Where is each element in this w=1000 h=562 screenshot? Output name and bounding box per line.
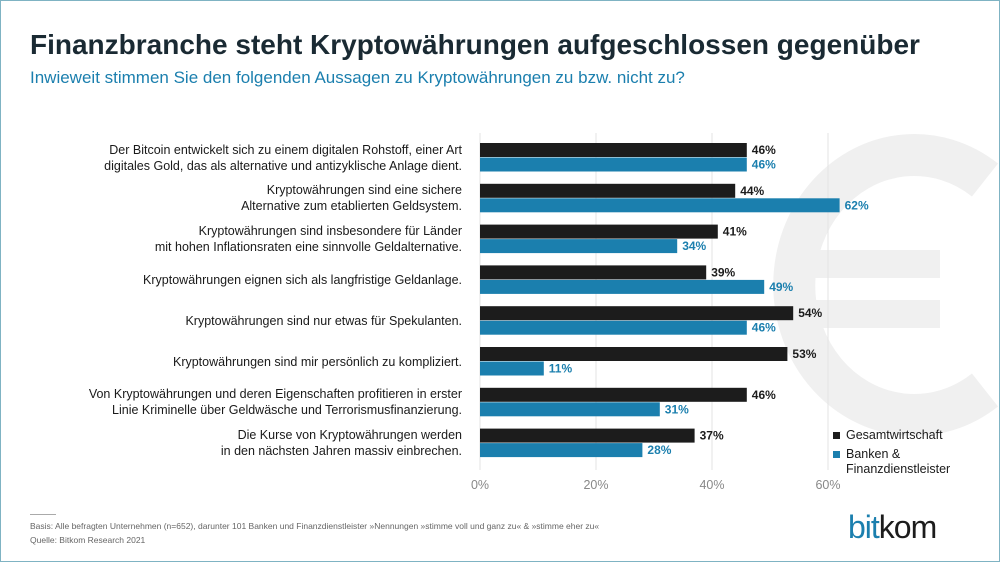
data-label: 11% — [549, 362, 573, 376]
data-label: 46% — [752, 388, 776, 402]
bar — [480, 306, 794, 321]
category-label: Kryptowährungen sind mir persönlich zu k… — [20, 354, 462, 370]
bar — [480, 347, 788, 361]
bar — [480, 198, 840, 213]
data-label: 46% — [752, 321, 776, 335]
category-label: Kryptowährungen sind eine sichere Alterna… — [20, 182, 462, 214]
x-tick-label: 0% — [471, 478, 489, 492]
data-label: 34% — [682, 239, 706, 253]
bar — [480, 183, 736, 198]
category-label: Kryptowährungen sind insbesondere für Lä… — [20, 223, 462, 255]
category-label-line: Kryptowährungen sind insbesondere für Lä… — [198, 224, 462, 239]
x-tick-label: 60% — [815, 478, 840, 492]
category-label: Kryptowährungen sind nur etwas für Speku… — [20, 313, 462, 329]
data-label: 62% — [845, 198, 869, 212]
legend-label: Gesamtwirtschaft — [846, 428, 943, 442]
category-label: Von Kryptowährungen und deren Eigenschaf… — [20, 386, 462, 418]
data-label: 28% — [647, 443, 671, 457]
x-tick-label: 40% — [699, 478, 724, 492]
category-label-line: Linie Kriminelle über Geldwäsche und Ter… — [112, 403, 462, 418]
legend-label-line2: Finanzdienstleister — [846, 462, 951, 476]
category-label-line: mit hohen Inflationsraten eine sinnvolle… — [154, 240, 462, 255]
bar — [480, 361, 544, 376]
bar — [480, 428, 695, 443]
data-label: 39% — [711, 265, 735, 279]
category-label-line: digitales Gold, das als alternative und … — [104, 158, 462, 173]
data-label: 46% — [752, 158, 776, 172]
chart-subtitle: Inwieweit stimmen Sie den folgenden Auss… — [30, 68, 685, 87]
legend-swatch — [833, 432, 840, 440]
footer-basis: Basis: Alle befragten Unternehmen (n=652… — [30, 521, 600, 531]
category-label-line: Kryptowährungen sind eine sichere — [266, 183, 462, 198]
euro-bar-lower — [790, 300, 940, 328]
logo-part1: bit — [848, 509, 880, 545]
bar — [480, 387, 747, 402]
category-label-line: Die Kurse von Kryptowährungen werden — [237, 428, 462, 443]
bar — [480, 265, 707, 280]
category-label-line: Kryptowährungen eignen sich als langfris… — [143, 272, 462, 287]
category-label-line: Alternative zum etablierten Geldsystem. — [241, 199, 462, 214]
category-label-line: Der Bitcoin entwickelt sich zu einem dig… — [109, 142, 462, 157]
footer-source: Quelle: Bitkom Research 2021 — [30, 535, 146, 545]
footer-divider — [30, 514, 56, 515]
category-label-line: in den nächsten Jahren massiv einbrechen… — [220, 444, 462, 459]
category-label-line: Kryptowährungen sind mir persönlich zu k… — [172, 354, 462, 369]
bar — [480, 224, 718, 239]
category-label: Die Kurse von Kryptowährungen werden in d… — [20, 427, 462, 459]
bitkom-logo: bitkom — [848, 508, 937, 546]
category-label-line: Kryptowährungen sind nur etwas für Speku… — [185, 313, 462, 328]
euro-arc — [773, 134, 998, 436]
data-label: 37% — [700, 429, 724, 443]
data-label: 31% — [665, 402, 689, 416]
legend-label: Banken & — [846, 447, 901, 461]
legend-item-banken: Banken & Finanzdienstleister — [833, 447, 950, 477]
category-label: Kryptowährungen eignen sich als langfris… — [20, 272, 462, 288]
data-label: 46% — [752, 143, 776, 157]
data-label: 41% — [723, 225, 747, 239]
bar — [480, 239, 678, 254]
data-label: 53% — [792, 347, 816, 361]
data-label: 44% — [740, 184, 764, 198]
bar — [480, 157, 747, 172]
data-label: 49% — [769, 280, 793, 294]
bar — [480, 143, 747, 157]
logo-part2: kom — [878, 509, 937, 545]
legend-item-gesamt: Gesamtwirtschaft — [833, 428, 943, 443]
category-label-line: Von Kryptowährungen und deren Eigenschaf… — [88, 387, 462, 402]
bar — [480, 443, 643, 458]
x-tick-label: 20% — [583, 478, 608, 492]
bar — [480, 279, 765, 294]
euro-bar-upper — [790, 250, 940, 278]
bar — [480, 402, 660, 417]
category-label: Der Bitcoin entwickelt sich zu einem dig… — [20, 142, 462, 174]
bar — [480, 320, 747, 335]
data-label: 54% — [798, 306, 822, 320]
legend-swatch — [833, 451, 840, 459]
chart-title: Finanzbranche steht Kryptowährungen aufg… — [30, 29, 920, 60]
